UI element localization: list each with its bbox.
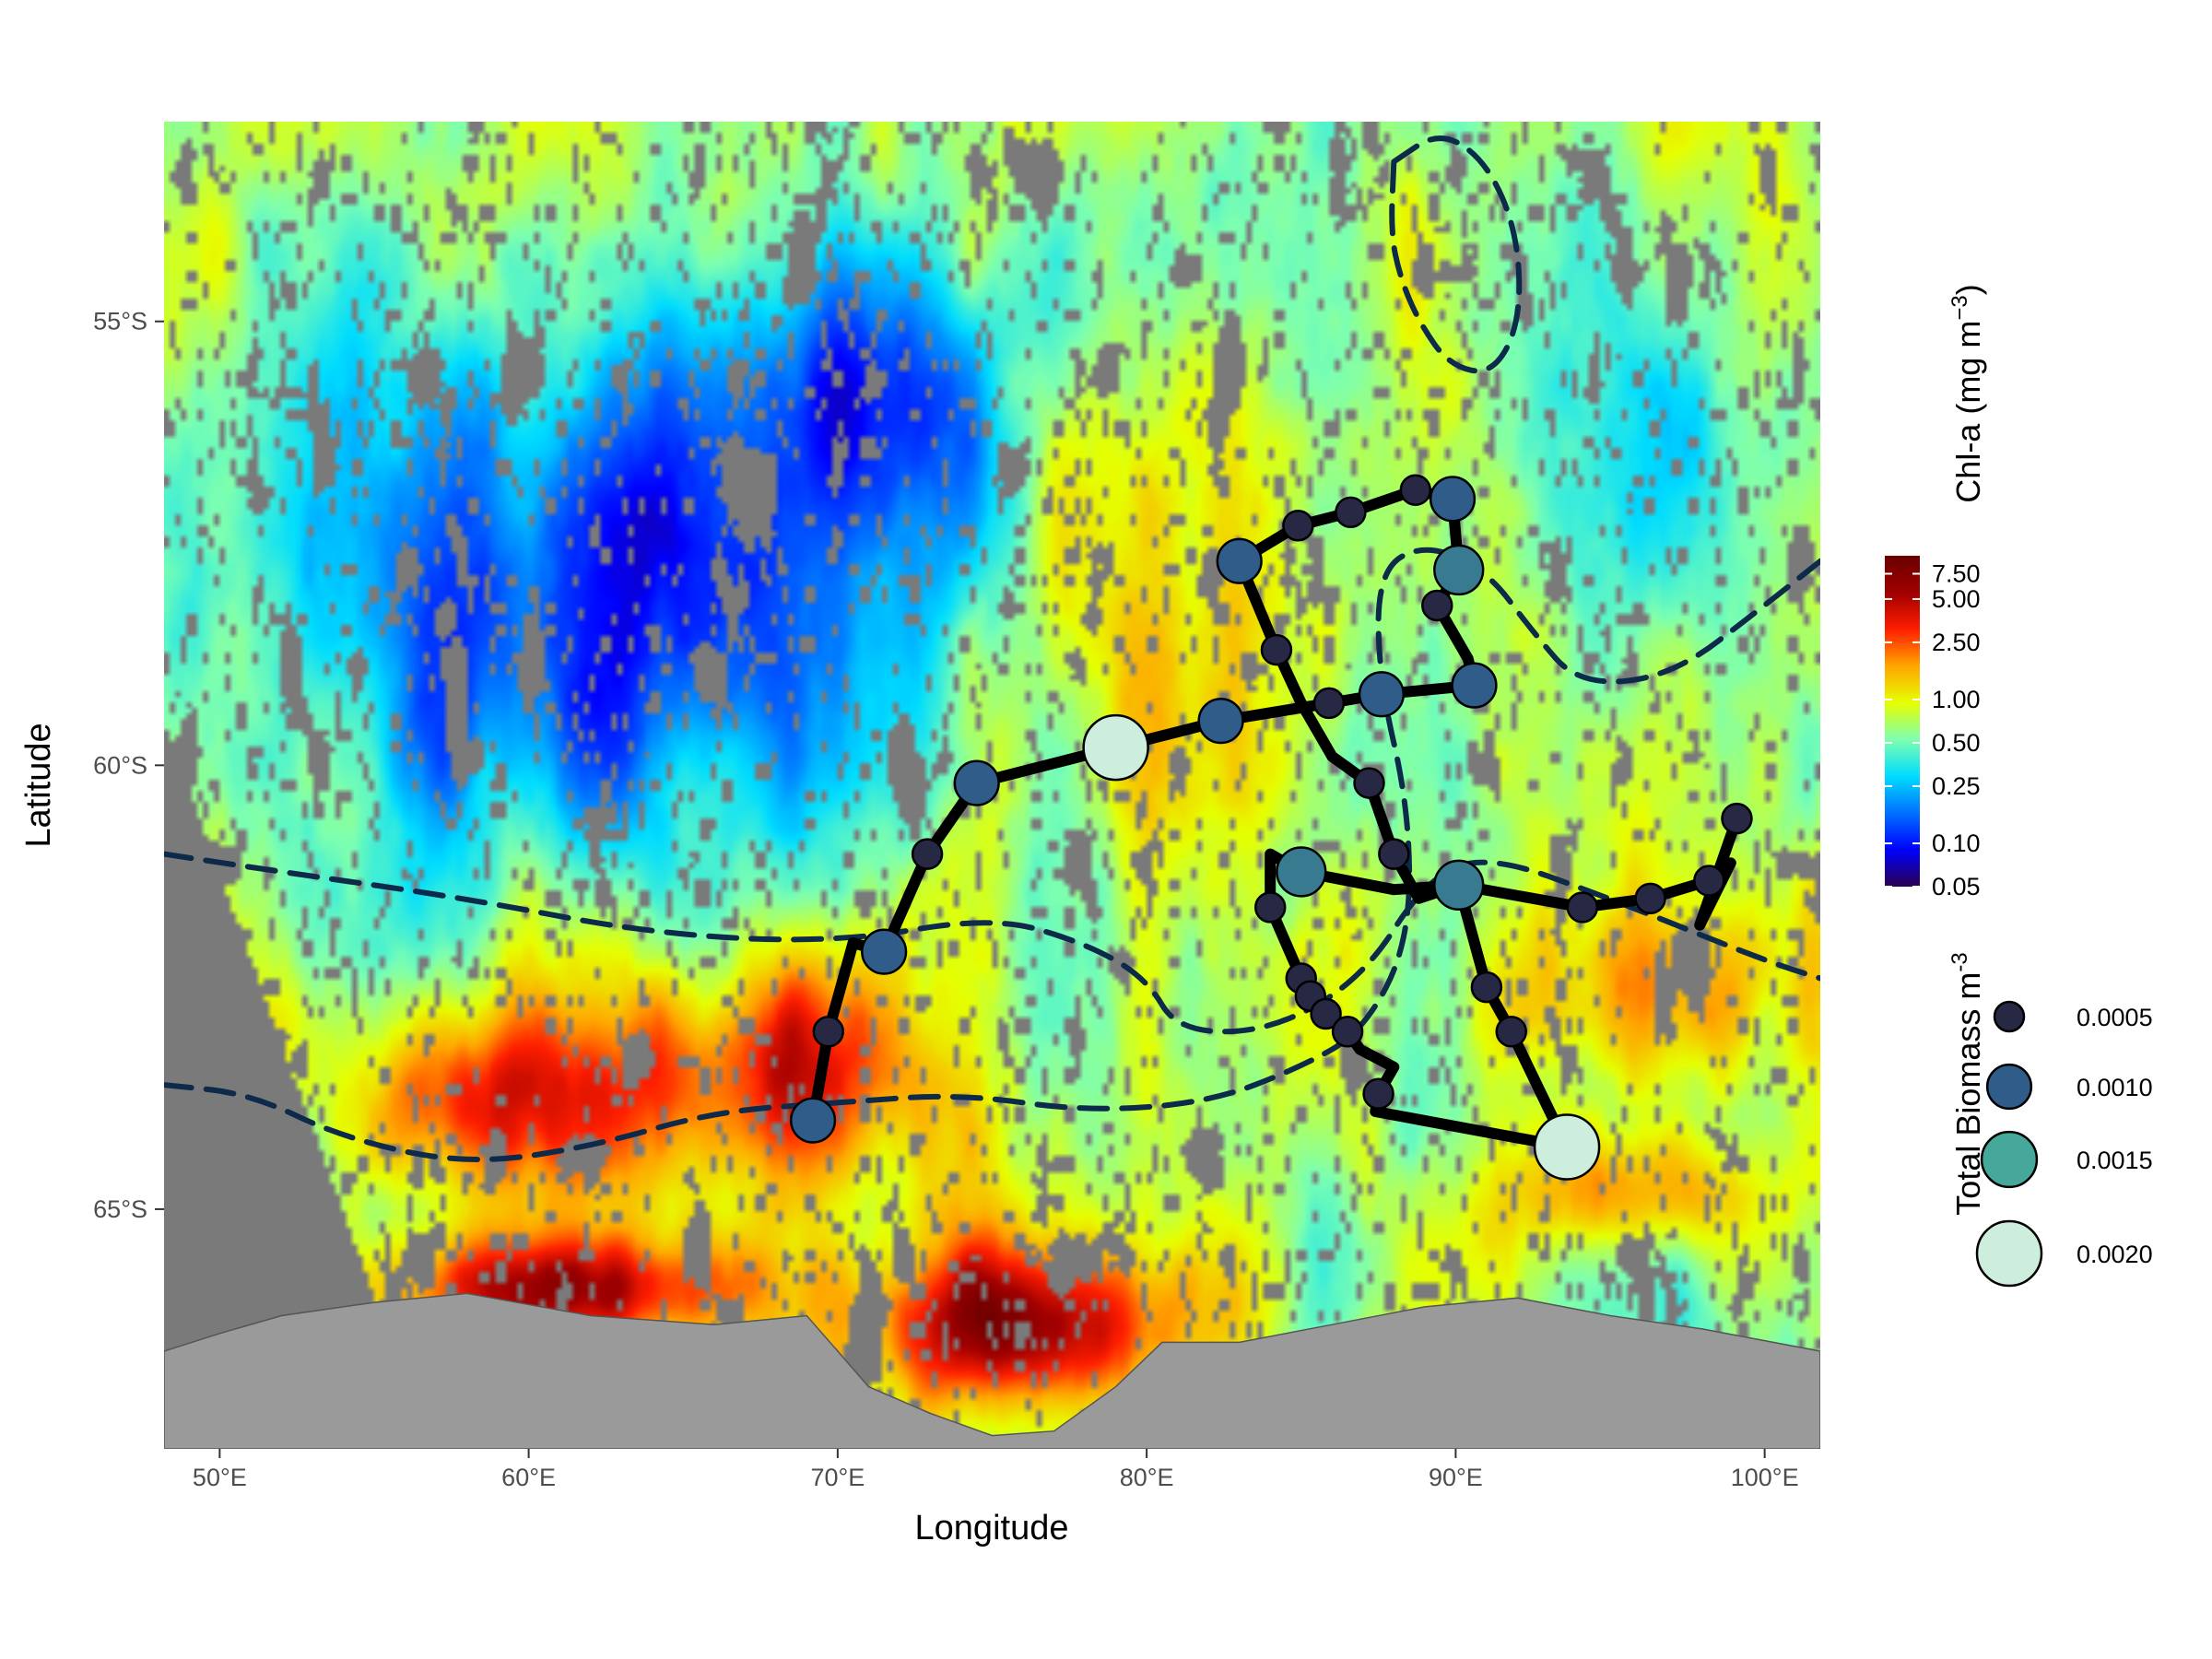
station-point [1310, 997, 1342, 1030]
front-line [1389, 135, 1523, 374]
station-point [1312, 687, 1346, 720]
colorbar-tick-label: 2.50 [1932, 629, 1981, 656]
colorbar-title: Chl-a (mg m−3) [1947, 284, 1987, 502]
station-point [1253, 891, 1287, 924]
front-line [164, 547, 1820, 1162]
size-legend-swatch [1985, 1063, 2033, 1111]
front-lines [164, 135, 1820, 1162]
x-tick-label: 90°E [1429, 1464, 1483, 1491]
colorbar-legend: Chl-a (mg m−3) 7.505.00 2.50 1.00 0.50 0.25 0… [1885, 284, 1987, 900]
size-legend-label: 0.0015 [2077, 1147, 2153, 1174]
colorbar-bar [1885, 556, 1920, 887]
colorbar-tick-label: 0.25 [1932, 772, 1981, 800]
station-point [1429, 476, 1477, 523]
size-legend-swatch [1980, 1130, 2039, 1189]
size-legend-title: Total Biomass m-3 [1947, 952, 1987, 1215]
station-point [789, 1097, 837, 1144]
size-legend-entries: 0.0005 0.0010 0.0015 0.0020 [1975, 1000, 2153, 1288]
station-point [1451, 662, 1498, 709]
station-point [1353, 767, 1385, 799]
station-point [1566, 891, 1599, 924]
antarctic-land [164, 1292, 1820, 1449]
size-legend-title-text: Total Biomass m [1949, 972, 1987, 1216]
map-panel [164, 122, 1820, 1449]
x-tick-label: 80°E [1120, 1464, 1174, 1491]
y-axis: 55°S 60°S 65°S [93, 308, 164, 1223]
size-legend-label: 0.0005 [2077, 1004, 2153, 1031]
station-point [1634, 882, 1666, 915]
y-tick-label: 55°S [93, 308, 147, 335]
colorbar-ticks: 7.505.00 2.50 1.00 0.50 0.25 0.10 0.05 [1885, 559, 1981, 900]
colorbar-tick-label: 1.00 [1932, 686, 1981, 713]
colorbar-tick-label: 5.00 [1932, 585, 1981, 613]
station-point [1335, 496, 1367, 529]
station-point [1693, 865, 1725, 897]
station-point [1331, 1016, 1364, 1048]
front-line [164, 851, 1820, 1035]
size-legend-swatch [1975, 1219, 2043, 1288]
station-point [1197, 698, 1244, 745]
station-point [1216, 537, 1263, 584]
y-tick-label: 60°S [93, 751, 147, 779]
station-point [1470, 971, 1503, 1004]
station-point [1378, 838, 1410, 870]
station-point [911, 838, 944, 870]
station-point [1533, 1113, 1601, 1181]
colorbar-tick-label: 7.50 [1932, 559, 1981, 587]
station-point [812, 1016, 845, 1048]
size-legend-swatch [1993, 1000, 2026, 1033]
y-tick-label: 65°S [93, 1195, 147, 1223]
station-point [861, 928, 908, 975]
x-tick-label: 60°E [501, 1464, 556, 1491]
biomass-size-legend: Total Biomass m-3 0.00050.00100.00150.00… [1947, 952, 2153, 1288]
colorbar-title-superscript: −3 [1947, 295, 1972, 320]
station-point [1260, 633, 1293, 666]
colorbar-tick-label: 0.10 [1932, 830, 1981, 857]
colorbar-title-close: ) [1949, 284, 1987, 295]
land-layer [164, 1292, 1820, 1449]
x-tick-label: 100°E [1731, 1464, 1799, 1491]
station-point [1282, 510, 1314, 542]
x-tick-label: 50°E [193, 1464, 247, 1491]
size-legend-label: 0.0010 [2077, 1074, 2153, 1101]
station-point [1082, 713, 1149, 782]
station-point [1721, 802, 1753, 835]
station-point [1399, 474, 1432, 506]
station-point [1433, 544, 1485, 596]
station-point [1433, 859, 1485, 912]
station-point [1276, 846, 1327, 898]
station-point [953, 759, 1000, 806]
y-axis-title: Latitude [19, 723, 58, 847]
station-layer [789, 474, 1753, 1181]
station-point [1362, 1077, 1394, 1110]
x-tick-label: 70°E [810, 1464, 865, 1491]
station-point [1358, 671, 1406, 718]
size-legend-label: 0.0020 [2077, 1241, 2153, 1268]
colorbar-title-text: Chl-a (mg m [1949, 321, 1987, 503]
colorbar-tick-label: 0.05 [1932, 873, 1981, 900]
size-legend-title-superscript: -3 [1947, 952, 1972, 971]
station-point [1495, 1016, 1527, 1048]
station-point [1421, 589, 1453, 622]
x-axis-title: Longitude [915, 1509, 1069, 1547]
x-axis: 50°E 60°E 70°E 80°E 90°E 100°E [193, 1449, 1799, 1491]
colorbar-tick-label: 0.50 [1932, 729, 1981, 757]
